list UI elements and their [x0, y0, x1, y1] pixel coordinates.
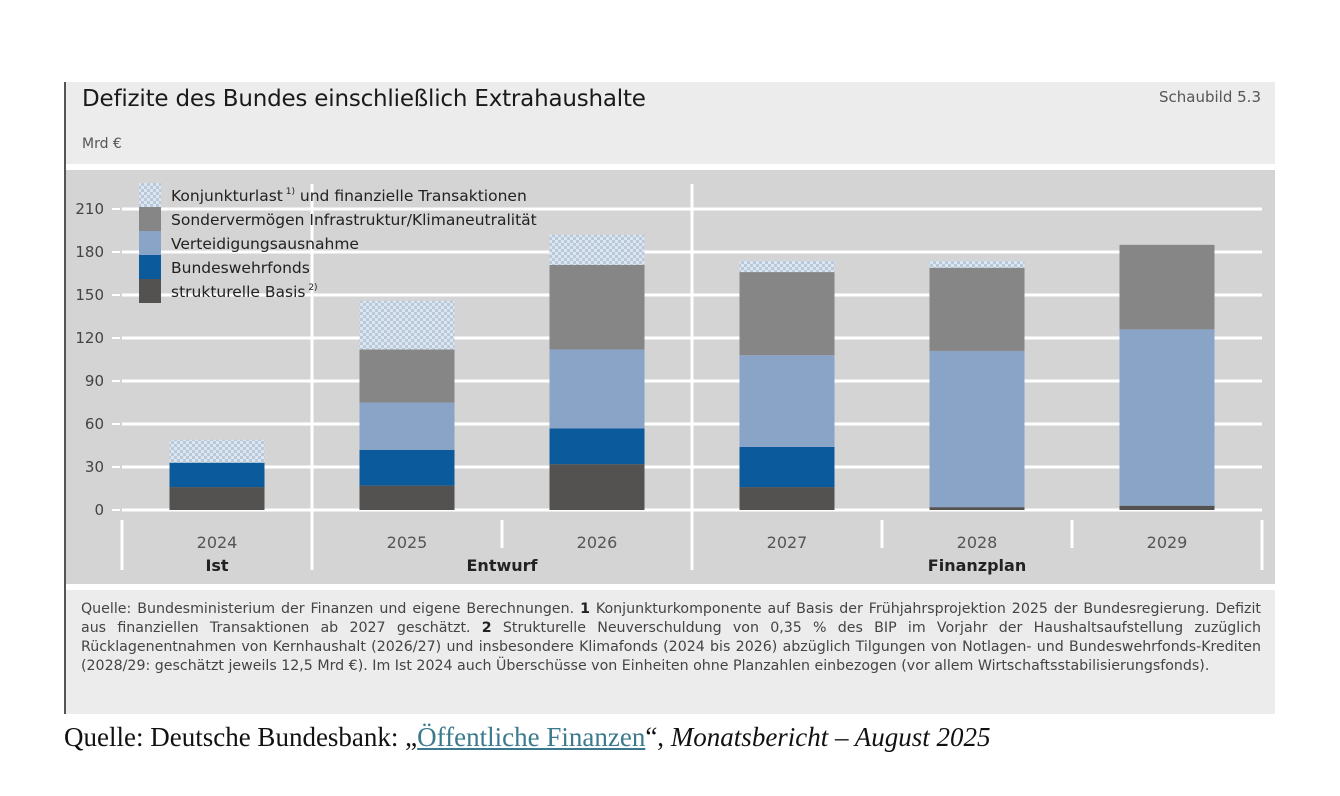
x-axis-labels: 2024 2025 2026 2027 2028 2029 Ist Entwurf Finanz…	[197, 533, 1188, 575]
bar-segment-strukturelle-basis	[549, 464, 645, 510]
footnote-source: Quelle: Bundesministerium der Finanzen u…	[81, 601, 575, 617]
legend-item: strukturelle Basis 2)	[139, 279, 318, 303]
y-tick-label: 90	[85, 372, 104, 390]
figure-number: Schaubild 5.3	[1159, 88, 1261, 106]
source-publication: Monatsbericht – August 2025	[670, 722, 991, 752]
x-tick-label: 2029	[1147, 533, 1188, 552]
legend-item: Konjunkturlast 1) und finanzielle Transa…	[139, 183, 527, 207]
source-line: Quelle: Deutsche Bundesbank: „Öffentlich…	[64, 722, 991, 753]
bar-stack-2027	[739, 260, 835, 510]
bar-segment-strukturelle-basis	[359, 485, 455, 510]
bar-stack-2028	[929, 260, 1025, 510]
bar-segment-sondervermögen-infrastruktur-klimaneutralität	[929, 267, 1025, 351]
legend-swatch	[139, 207, 161, 231]
x-tick-label: 2026	[577, 533, 618, 552]
bar-segment-sondervermögen-infrastruktur-klimaneutralität	[739, 272, 835, 356]
bar-stack-2025	[359, 300, 455, 510]
source-link[interactable]: Öffentliche Finanzen	[417, 722, 646, 752]
bar-segment-verteidigungsausnahme	[1119, 329, 1215, 506]
legend-item: Bundeswehrfonds	[139, 255, 310, 279]
bar-segment-konjunkturlast-und-finanzielle-transaktionen	[549, 234, 645, 265]
bar-segment-strukturelle-basis	[169, 487, 265, 510]
bar-segment-strukturelle-basis	[1119, 505, 1215, 510]
legend-label: Bundeswehrfonds	[171, 259, 310, 277]
legend-label: strukturelle Basis 2)	[171, 283, 318, 301]
bar-segment-sondervermögen-infrastruktur-klimaneutralität	[359, 349, 455, 403]
legend-label: Verteidigungsausnahme	[171, 235, 359, 253]
unit-label: Mrd €	[82, 136, 122, 152]
footnote-2-text: Strukturelle Neuverschuldung von 0,35 % …	[81, 620, 1261, 674]
bar-segment-verteidigungsausnahme	[549, 349, 645, 429]
bar-stack-2024	[169, 439, 265, 510]
footnote-1-number: 1	[580, 601, 590, 617]
footnote-2-number: 2	[481, 620, 492, 636]
legend-label: Sondervermögen Infrastruktur/Klimaneutra…	[171, 211, 537, 229]
y-tick-label: 30	[85, 458, 104, 476]
bar-stack-2026	[549, 234, 645, 510]
y-tick-label: 120	[75, 329, 104, 347]
y-tick-label: 210	[75, 200, 104, 218]
x-tick-label: 2024	[197, 533, 238, 552]
x-tick-label: 2028	[957, 533, 998, 552]
footnote-text: Quelle: Bundesministerium der Finanzen u…	[81, 600, 1261, 676]
bar-segment-bundeswehrfonds	[739, 446, 835, 488]
group-label: Ist	[205, 556, 228, 575]
legend-swatch	[139, 183, 161, 207]
legend-swatch	[139, 255, 161, 279]
bar-segment-bundeswehrfonds	[549, 428, 645, 465]
bar-segment-konjunkturlast-und-finanzielle-transaktionen	[359, 300, 455, 350]
source-middle: “,	[645, 722, 671, 752]
bar-segment-konjunkturlast-und-finanzielle-transaktionen	[169, 439, 265, 463]
y-tick-label: 0	[94, 501, 104, 519]
legend-label: Konjunkturlast 1) und finanzielle Transa…	[171, 187, 527, 205]
y-axis-ticks: 0 30 60 90 120 150 180 210	[75, 200, 120, 519]
bar-stack-2029	[1119, 244, 1215, 510]
group-separators	[120, 184, 1264, 570]
group-label: Entwurf	[467, 556, 539, 575]
footnote-box: Quelle: Bundesministerium der Finanzen u…	[66, 590, 1275, 714]
plot-background	[66, 170, 1275, 584]
bar-segment-verteidigungsausnahme	[739, 355, 835, 447]
y-tick-label: 150	[75, 286, 104, 304]
bar-segment-sondervermögen-infrastruktur-klimaneutralität	[1119, 244, 1215, 330]
bar-segment-strukturelle-basis	[739, 487, 835, 510]
legend-swatch	[139, 231, 161, 255]
footnote-1-text: Konjunkturkomponente auf Basis der Frühj…	[81, 601, 1261, 636]
bar-segment-bundeswehrfonds	[169, 462, 265, 488]
y-tick-label: 60	[85, 415, 104, 433]
bar-segment-verteidigungsausnahme	[359, 402, 455, 450]
bar-segment-strukturelle-basis	[929, 507, 1025, 510]
x-tick-label: 2025	[387, 533, 428, 552]
x-tick-label: 2027	[767, 533, 808, 552]
source-prefix: Quelle: Deutsche Bundesbank: „	[64, 722, 418, 752]
group-label: Finanzplan	[928, 556, 1026, 575]
bar-segment-konjunkturlast-und-finanzielle-transaktionen	[929, 260, 1025, 268]
chart-header: Defizite des Bundes einschließlich Extra…	[66, 82, 1275, 164]
bar-segment-sondervermögen-infrastruktur-klimaneutralität	[549, 264, 645, 350]
bar-segment-konjunkturlast-und-finanzielle-transaktionen	[739, 260, 835, 273]
legend-swatch	[139, 279, 161, 303]
legend: Konjunkturlast 1) und finanzielle Transa…	[139, 183, 537, 303]
bar-segment-bundeswehrfonds	[359, 449, 455, 486]
legend-item: Sondervermögen Infrastruktur/Klimaneutra…	[139, 207, 537, 231]
chart-title: Defizite des Bundes einschließlich Extra…	[82, 86, 646, 112]
left-border-rule	[64, 82, 66, 714]
bar-segment-verteidigungsausnahme	[929, 350, 1025, 508]
y-tick-label: 180	[75, 243, 104, 261]
bars	[169, 234, 1215, 510]
legend-item: Verteidigungsausnahme	[139, 231, 359, 255]
